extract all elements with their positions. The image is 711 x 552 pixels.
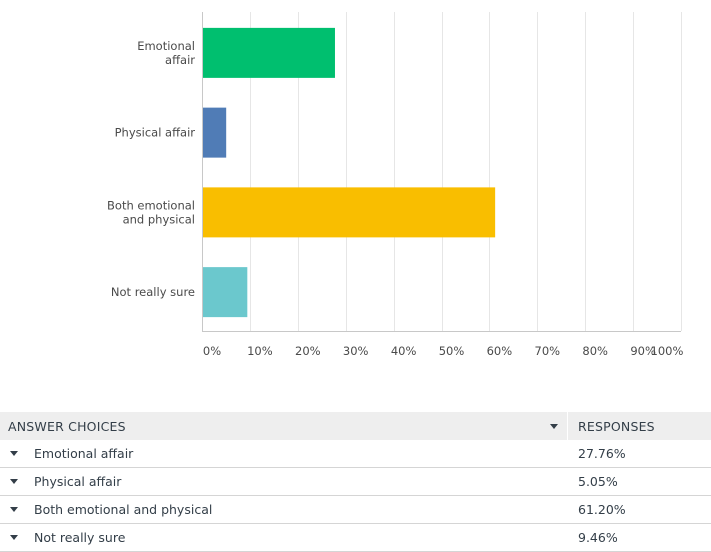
bar[interactable] xyxy=(203,267,248,318)
x-tick-label: 50% xyxy=(439,344,465,358)
x-tick-label: 20% xyxy=(295,344,321,358)
response-value: 27.76% xyxy=(578,446,626,461)
category-label: Emotional xyxy=(137,39,195,53)
expand-caret-icon[interactable] xyxy=(10,507,18,512)
choice-label: Both emotional and physical xyxy=(34,502,213,517)
x-tick-label: 90% xyxy=(630,344,656,358)
expand-caret-icon[interactable] xyxy=(10,479,18,484)
x-tick-label: 30% xyxy=(343,344,369,358)
category-label: and physical xyxy=(123,212,195,226)
answer-choices-header: ANSWER CHOICES xyxy=(8,418,126,434)
sort-caret-icon[interactable] xyxy=(550,424,558,429)
column-separator xyxy=(567,412,568,440)
table-row: Physical affair 5.05% xyxy=(0,468,711,496)
bar[interactable] xyxy=(203,107,227,158)
expand-caret-icon[interactable] xyxy=(10,535,18,540)
choice-label: Not really sure xyxy=(34,530,126,545)
x-tick-label: 100% xyxy=(651,344,684,358)
responses-header: RESPONSES xyxy=(578,418,655,434)
table-header: ANSWER CHOICES RESPONSES xyxy=(0,412,711,440)
x-tick-label: 40% xyxy=(391,344,417,358)
response-value: 5.05% xyxy=(578,474,618,489)
expand-caret-icon[interactable] xyxy=(10,451,18,456)
category-label: Both emotional xyxy=(107,198,195,212)
choice-label: Emotional affair xyxy=(34,446,134,461)
bar[interactable] xyxy=(203,187,496,238)
category-label: Physical affair xyxy=(115,126,196,140)
x-tick-label: 10% xyxy=(247,344,273,358)
choice-label: Physical affair xyxy=(34,474,122,489)
table-row: Emotional affair 27.76% xyxy=(0,440,711,468)
x-tick-label: 70% xyxy=(535,344,561,358)
x-tick-label: 60% xyxy=(487,344,513,358)
category-label: affair xyxy=(165,53,195,67)
chart-tick-labels: 0% 10% 20% 30% 40% 50% 60% 70% 80% 90%100% xyxy=(203,344,684,358)
table-row: Not really sure 9.46% xyxy=(0,524,711,552)
table-row: Both emotional and physical 61.20% xyxy=(0,496,711,524)
chart-bars xyxy=(203,27,496,318)
response-value: 9.46% xyxy=(578,530,618,545)
x-tick-label: 0% xyxy=(203,344,221,358)
bar[interactable] xyxy=(203,27,335,78)
response-value: 61.20% xyxy=(578,502,626,517)
category-label: Not really sure xyxy=(111,285,195,299)
x-tick-label: 80% xyxy=(582,344,608,358)
